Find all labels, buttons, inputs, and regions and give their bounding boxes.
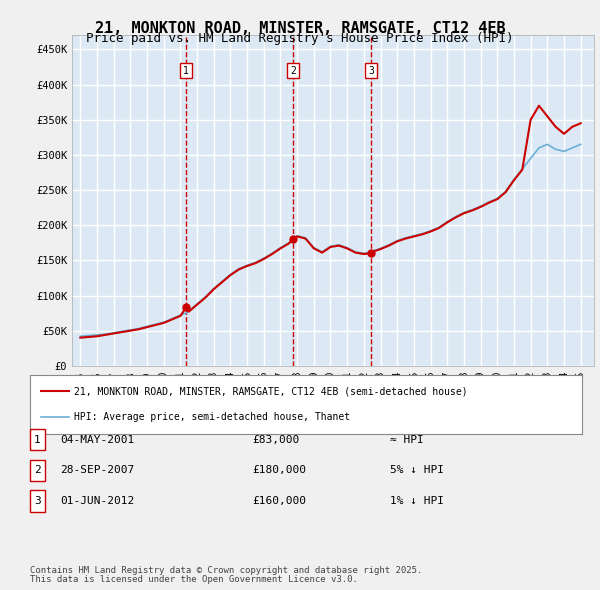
Text: £180,000: £180,000 [252, 466, 306, 475]
Text: 3: 3 [34, 496, 41, 506]
Text: HPI: Average price, semi-detached house, Thanet: HPI: Average price, semi-detached house,… [74, 412, 350, 422]
Text: Price paid vs. HM Land Registry's House Price Index (HPI): Price paid vs. HM Land Registry's House … [86, 32, 514, 45]
Text: 1: 1 [34, 435, 41, 444]
Text: This data is licensed under the Open Government Licence v3.0.: This data is licensed under the Open Gov… [30, 575, 358, 584]
Text: £160,000: £160,000 [252, 496, 306, 506]
Text: £83,000: £83,000 [252, 435, 299, 444]
Text: 5% ↓ HPI: 5% ↓ HPI [390, 466, 444, 475]
Text: 2: 2 [34, 466, 41, 475]
Text: 2: 2 [290, 65, 296, 76]
Text: Contains HM Land Registry data © Crown copyright and database right 2025.: Contains HM Land Registry data © Crown c… [30, 566, 422, 575]
Text: 01-JUN-2012: 01-JUN-2012 [60, 496, 134, 506]
Text: ≈ HPI: ≈ HPI [390, 435, 424, 444]
Text: 21, MONKTON ROAD, MINSTER, RAMSGATE, CT12 4EB: 21, MONKTON ROAD, MINSTER, RAMSGATE, CT1… [95, 21, 505, 35]
Text: 04-MAY-2001: 04-MAY-2001 [60, 435, 134, 444]
Text: 21, MONKTON ROAD, MINSTER, RAMSGATE, CT12 4EB (semi-detached house): 21, MONKTON ROAD, MINSTER, RAMSGATE, CT1… [74, 386, 468, 396]
Text: 28-SEP-2007: 28-SEP-2007 [60, 466, 134, 475]
Text: 1% ↓ HPI: 1% ↓ HPI [390, 496, 444, 506]
Text: 1: 1 [183, 65, 189, 76]
Text: 3: 3 [368, 65, 374, 76]
